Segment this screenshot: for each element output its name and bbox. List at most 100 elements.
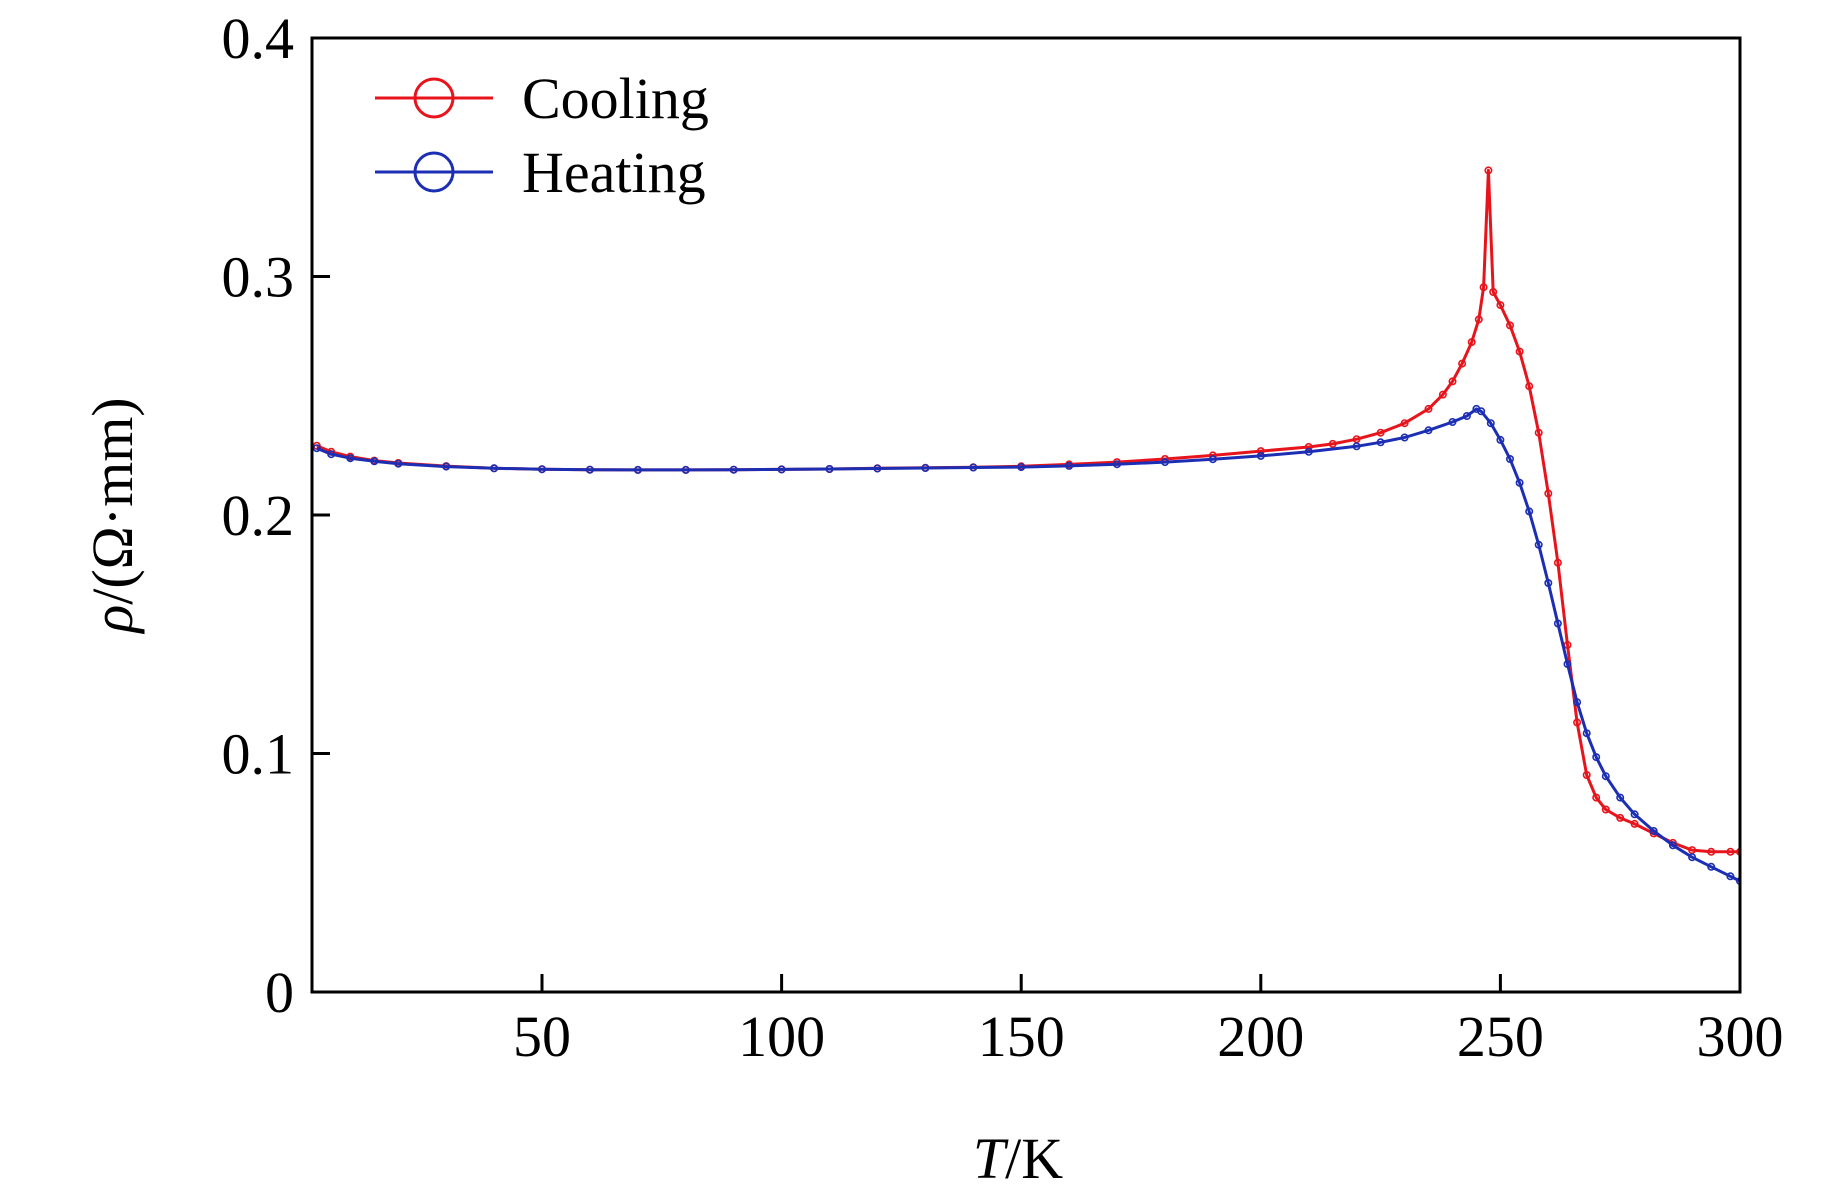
point-heating-40 [1563, 660, 1572, 669]
point-heating-49 [1688, 853, 1697, 862]
point-heating-22 [1256, 451, 1265, 460]
point-cooling-45 [1573, 718, 1582, 727]
y-axis-symbol: ρ [80, 605, 145, 635]
point-heating-10 [681, 465, 690, 474]
point-heating-35 [1515, 478, 1524, 487]
point-heating-13 [825, 464, 834, 473]
point-heating-5 [442, 462, 451, 471]
point-heating-3 [370, 457, 379, 466]
y-tick-label-0.3: 0.3 [222, 245, 295, 310]
point-cooling-29 [1438, 390, 1447, 399]
y-tick-label-0.4: 0.4 [222, 6, 295, 71]
point-cooling-54 [1707, 847, 1716, 856]
point-cooling-38 [1506, 321, 1515, 330]
point-cooling-22 [1256, 447, 1265, 456]
point-heating-41 [1573, 698, 1582, 707]
point-heating-31 [1477, 407, 1486, 416]
point-heating-27 [1424, 426, 1433, 435]
x-axis-title: T/K [973, 1126, 1063, 1189]
x-axis-symbol: T [973, 1126, 1009, 1189]
point-heating-14 [873, 464, 882, 473]
point-cooling-40 [1525, 382, 1534, 391]
point-heating-32 [1486, 419, 1495, 428]
point-heating-34 [1506, 454, 1515, 463]
point-heating-51 [1726, 872, 1735, 881]
point-heating-16 [969, 463, 978, 472]
point-heating-39 [1553, 619, 1562, 628]
point-heating-7 [537, 465, 546, 474]
point-heating-6 [490, 464, 499, 473]
point-cooling-24 [1328, 439, 1337, 448]
x-axis-unit: /K [1005, 1126, 1063, 1189]
point-heating-42 [1582, 729, 1591, 738]
y-tick-label-0: 0 [265, 960, 294, 1025]
point-heating-47 [1649, 826, 1658, 835]
point-cooling-30 [1448, 377, 1457, 386]
y-axis: 0 0.1 0.2 0.3 0.4 [222, 6, 330, 1025]
y-axis-title: ρ/(Ω·mm) [80, 397, 145, 634]
point-cooling-32 [1467, 338, 1476, 347]
point-cooling-47 [1592, 793, 1601, 802]
point-cooling-55 [1726, 847, 1735, 856]
x-axis: 50 100 150 200 250 300 [513, 974, 1784, 1069]
point-heating-0 [312, 444, 321, 453]
legend-label-heating: Heating [522, 140, 706, 205]
point-cooling-33 [1474, 315, 1483, 324]
point-heating-1 [327, 450, 336, 459]
point-heating-2 [346, 454, 355, 463]
point-heating-21 [1208, 455, 1217, 464]
point-cooling-43 [1553, 558, 1562, 567]
point-heating-20 [1161, 458, 1170, 467]
point-heating-25 [1376, 438, 1385, 447]
point-cooling-28 [1424, 404, 1433, 413]
point-cooling-46 [1582, 770, 1591, 779]
point-cooling-39 [1515, 347, 1524, 356]
point-heating-4 [394, 459, 403, 468]
y-axis-unit: /(Ω·mm) [80, 397, 145, 604]
point-cooling-56 [1736, 847, 1740, 856]
point-heating-11 [729, 465, 738, 474]
point-cooling-34 [1479, 283, 1488, 292]
point-heating-26 [1400, 433, 1409, 442]
legend-item-cooling: Cooling [375, 66, 709, 131]
point-cooling-41 [1534, 428, 1543, 437]
point-heating-33 [1496, 435, 1505, 444]
point-heating-43 [1592, 753, 1601, 762]
x-tick-label-100: 100 [738, 1004, 825, 1069]
point-heating-12 [777, 465, 786, 474]
point-heating-24 [1352, 442, 1361, 451]
legend: Cooling Heating [375, 66, 709, 205]
point-heating-48 [1668, 841, 1677, 850]
point-heating-50 [1707, 862, 1716, 871]
line-heating [316, 407, 1740, 883]
point-heating-44 [1601, 772, 1610, 781]
legend-marker-heating [413, 151, 455, 193]
point-heating-38 [1544, 578, 1553, 587]
point-heating-52 [1736, 877, 1740, 886]
legend-marker-cooling [413, 77, 455, 119]
point-heating-18 [1065, 461, 1074, 470]
point-cooling-49 [1616, 813, 1625, 822]
x-tick-label-250: 250 [1457, 1004, 1544, 1069]
point-heating-46 [1630, 810, 1639, 819]
point-heating-15 [921, 463, 930, 472]
x-tick-label-150: 150 [978, 1004, 1065, 1069]
point-heating-29 [1462, 411, 1471, 420]
point-cooling-36 [1489, 287, 1498, 296]
point-heating-8 [585, 465, 594, 474]
legend-label-cooling: Cooling [522, 66, 709, 131]
point-cooling-48 [1601, 805, 1610, 814]
x-tick-label-200: 200 [1217, 1004, 1304, 1069]
point-heating-36 [1525, 507, 1534, 516]
point-heating-28 [1448, 417, 1457, 426]
point-heating-45 [1616, 793, 1625, 802]
y-tick-label-0.1: 0.1 [222, 722, 295, 787]
point-heating-37 [1534, 540, 1543, 549]
series-layer [312, 166, 1740, 886]
point-cooling-42 [1544, 489, 1553, 498]
legend-item-heating: Heating [375, 140, 706, 205]
point-cooling-31 [1458, 359, 1467, 368]
point-cooling-37 [1496, 301, 1505, 310]
x-tick-label-50: 50 [513, 1004, 571, 1069]
